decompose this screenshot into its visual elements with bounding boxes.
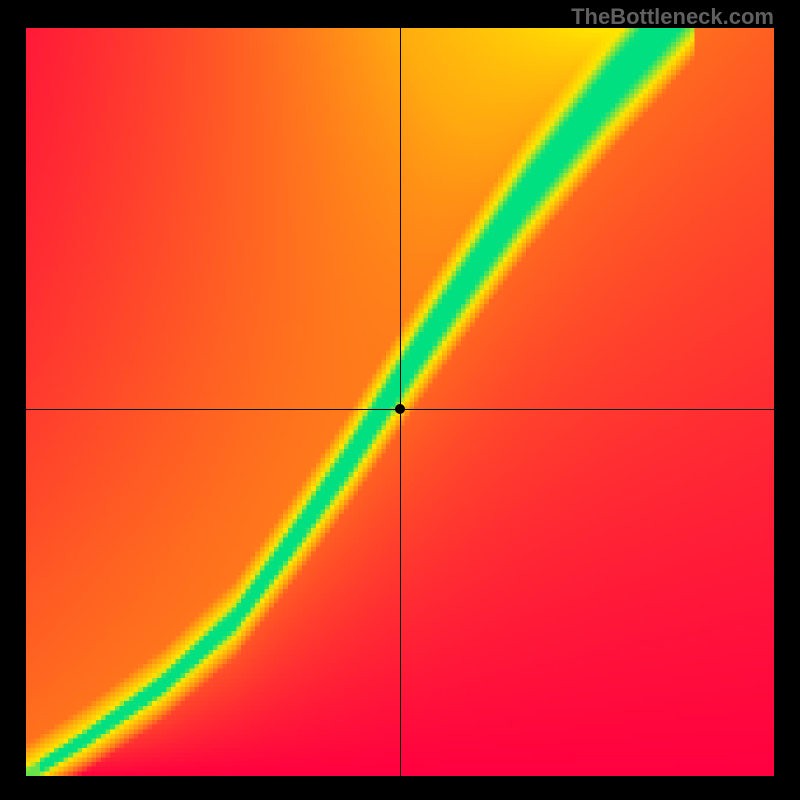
chart-container: TheBottleneck.com [0,0,800,800]
crosshair-vertical [400,28,401,776]
crosshair-marker [395,404,405,414]
watermark-text: TheBottleneck.com [571,4,774,30]
